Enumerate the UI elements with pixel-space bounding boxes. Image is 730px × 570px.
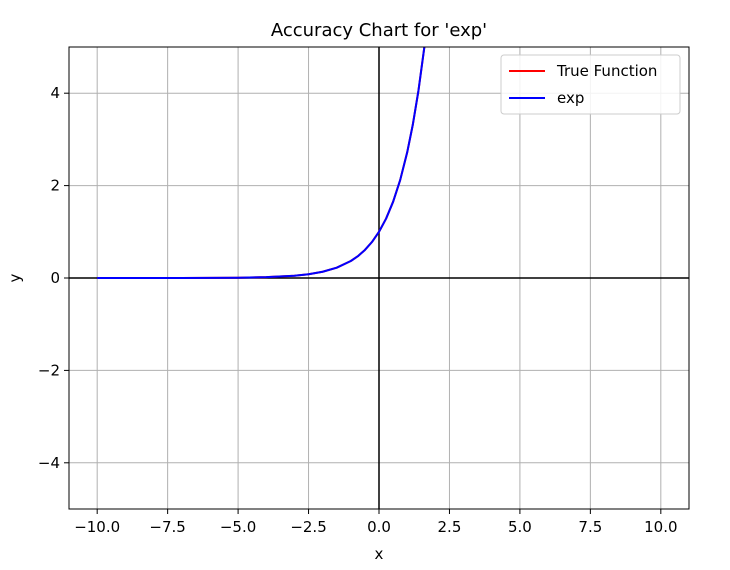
- series-line-true-function: [97, 46, 426, 279]
- x-tick-label: −7.5: [149, 518, 185, 536]
- legend-box: [500, 54, 681, 115]
- legend-label: True Function: [556, 62, 657, 80]
- legend-label: exp: [557, 89, 584, 107]
- x-axis-ticks: −10.0 −7.5 −5.0 −2.5 0.0 2.5 5.0 7.5 10.0: [74, 509, 678, 536]
- y-axis-label: y: [6, 273, 24, 282]
- y-tick-label: −2: [38, 361, 60, 379]
- y-tick-label: −4: [38, 454, 60, 472]
- y-axis-ticks: −4 −2 0 2 4: [38, 84, 69, 472]
- series-line-exp: [97, 46, 426, 279]
- x-tick-label: 7.5: [578, 518, 602, 536]
- x-tick-label: 2.5: [438, 518, 462, 536]
- legend: True Function exp: [500, 54, 681, 115]
- x-tick-label: 5.0: [508, 518, 532, 536]
- y-tick-label: 0: [50, 269, 60, 287]
- x-tick-label: 0.0: [367, 518, 391, 536]
- y-tick-label: 2: [50, 177, 60, 195]
- x-axis-label: x: [375, 545, 384, 563]
- x-tick-label: −5.0: [220, 518, 256, 536]
- plot-series: [97, 46, 426, 279]
- chart-title: Accuracy Chart for 'exp': [271, 20, 487, 41]
- x-tick-label: −2.5: [290, 518, 326, 536]
- y-tick-label: 4: [50, 84, 60, 102]
- x-tick-label: 10.0: [644, 518, 677, 536]
- x-tick-label: −10.0: [74, 518, 120, 536]
